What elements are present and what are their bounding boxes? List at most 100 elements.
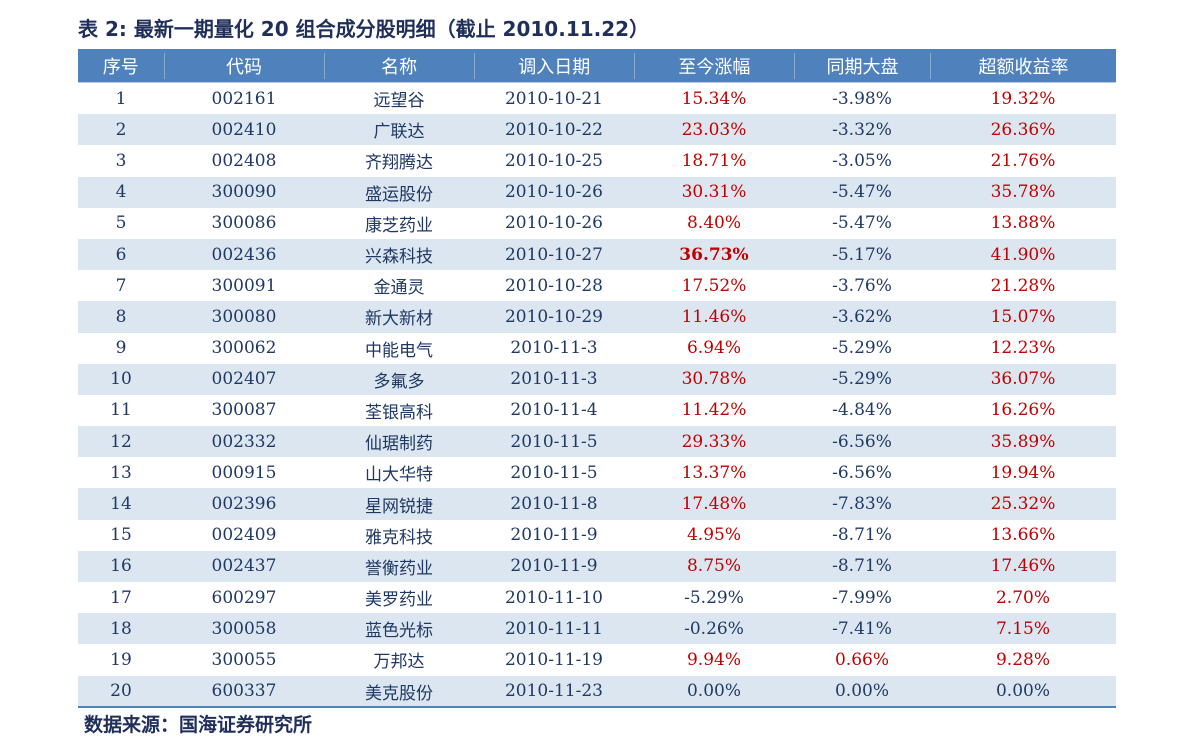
cell-code: 300086	[211, 213, 277, 234]
table-row: 16 002437 誉衡药业 2010-11-9 8.75% -8.71% 17.46%	[78, 550, 1116, 582]
cell-name: 广联达	[373, 122, 425, 143]
cell-date: 2010-10-21	[504, 88, 603, 109]
cell-market: -3.98%	[832, 88, 892, 109]
cell-market: -3.32%	[832, 119, 892, 140]
cell-no: 15	[110, 525, 132, 546]
cell-date: 2010-11-3	[510, 338, 598, 359]
cell-gain: 17.52%	[681, 275, 747, 296]
cell-name: 万邦达	[373, 652, 425, 673]
cell-name: 雅克科技	[365, 527, 433, 548]
footer-rule	[78, 706, 1116, 708]
cell-no: 14	[110, 494, 132, 515]
table-row: 12 002332 仙琚制药 2010-11-5 29.33% -6.56% 35.89%	[78, 426, 1116, 458]
source-note: 数据来源：国海证券研究所	[84, 714, 313, 736]
cell-code: 300087	[211, 400, 277, 421]
cell-gain: 8.40%	[686, 213, 741, 234]
cell-gain: 4.95%	[686, 525, 741, 546]
cell-market: -6.56%	[832, 431, 892, 452]
cell-date: 2010-11-9	[510, 525, 598, 546]
cell-code: 300062	[211, 338, 277, 359]
cell-gain: -5.29%	[684, 587, 744, 608]
cell-market: -5.47%	[832, 213, 892, 234]
cell-market: 0.00%	[834, 681, 889, 702]
cell-no: 12	[110, 431, 132, 452]
cell-excess: 25.32%	[990, 494, 1056, 515]
cell-name: 金通灵	[373, 278, 425, 299]
cell-date: 2010-11-9	[510, 556, 598, 577]
cell-name: 康芝药业	[365, 215, 433, 236]
table-row: 13 000915 山大华特 2010-11-5 13.37% -6.56% 19.94%	[78, 457, 1116, 488]
cell-no: 11	[110, 400, 132, 421]
cell-date: 2010-10-29	[504, 306, 603, 327]
cell-code: 600337	[211, 681, 277, 702]
cell-market: -4.84%	[832, 400, 892, 421]
header-cell: 序号	[102, 56, 139, 78]
cell-gain: 13.37%	[681, 462, 747, 483]
cell-market: 0.66%	[834, 649, 889, 670]
cell-code: 002161	[211, 88, 277, 109]
cell-date: 2010-11-5	[510, 462, 598, 483]
cell-excess: 41.90%	[990, 244, 1056, 265]
cell-name: 美克股份	[365, 683, 433, 704]
cell-no: 7	[115, 275, 127, 296]
cell-gain: 36.73%	[679, 244, 749, 265]
cell-gain: 23.03%	[681, 119, 747, 140]
cell-gain: 6.94%	[686, 338, 741, 359]
cell-code: 002407	[211, 369, 277, 390]
table-row: 15 002409 雅克科技 2010-11-9 4.95% -8.71% 13.66%	[78, 520, 1116, 551]
cell-no: 18	[110, 618, 132, 639]
table-row: 17 600297 美罗药业 2010-11-10 -5.29% -7.99% 2.70%	[78, 582, 1116, 613]
cell-excess: 19.32%	[990, 88, 1056, 109]
cell-market: -8.71%	[832, 556, 892, 577]
cell-code: 002410	[211, 119, 277, 140]
cell-code: 002437	[211, 556, 277, 577]
cell-name: 齐翔腾达	[365, 153, 433, 174]
cell-code: 002332	[211, 431, 277, 452]
cell-excess: 15.07%	[990, 306, 1056, 327]
cell-excess: 35.78%	[990, 182, 1056, 203]
cell-no: 1	[115, 88, 127, 109]
cell-name: 中能电气	[365, 340, 433, 361]
cell-excess: 9.28%	[995, 649, 1050, 670]
cell-gain: 17.48%	[681, 494, 747, 515]
cell-code: 600297	[211, 587, 277, 608]
cell-no: 6	[115, 244, 127, 265]
cell-date: 2010-11-8	[510, 494, 598, 515]
cell-gain: 30.78%	[681, 369, 747, 390]
cell-market: -7.41%	[832, 618, 892, 639]
table-row: 19 300055 万邦达 2010-11-19 9.94% 0.66% 9.28%	[78, 644, 1116, 675]
table-row: 6 002436 兴森科技 2010-10-27 36.73% -5.17% 41.90%	[78, 238, 1116, 271]
cell-date: 2010-10-26	[504, 213, 603, 234]
cell-name: 荃银高科	[365, 402, 433, 423]
table-row: 18 300058 蓝色光标 2010-11-11 -0.26% -7.41% 7.15%	[78, 613, 1116, 645]
cell-gain: 9.94%	[686, 649, 741, 670]
cell-gain: 29.33%	[681, 431, 747, 452]
cell-excess: 12.23%	[990, 338, 1056, 359]
cell-name: 仙琚制药	[365, 434, 433, 455]
cell-no: 4	[115, 182, 127, 203]
cell-market: -7.99%	[832, 587, 892, 608]
cell-no: 17	[110, 587, 132, 608]
table-body: 1 002161 远望谷 2010-10-21 15.34% -3.98% 19.32% 2 0…	[78, 83, 1116, 707]
table-row: 10 002407 多氟多 2010-11-3 30.78% -5.29% 36.07%	[78, 363, 1116, 395]
cell-name: 蓝色光标	[365, 621, 433, 642]
cell-excess: 13.66%	[990, 525, 1056, 546]
cell-no: 5	[115, 213, 127, 234]
cell-excess: 35.89%	[990, 431, 1056, 452]
cell-gain: 15.34%	[681, 88, 747, 109]
cell-code: 002408	[211, 150, 277, 171]
header-cell: 调入日期	[473, 52, 634, 79]
cell-code: 300055	[211, 649, 277, 670]
cell-name: 新大新材	[365, 309, 433, 330]
table-row: 9 300062 中能电气 2010-11-3 6.94% -5.29% 12.23%	[78, 333, 1116, 364]
cell-no: 13	[110, 462, 132, 483]
cell-market: -3.05%	[832, 150, 892, 171]
cell-date: 2010-11-10	[504, 587, 603, 608]
cell-excess: 21.76%	[990, 150, 1056, 171]
cell-market: -8.71%	[832, 525, 892, 546]
table-row: 1 002161 远望谷 2010-10-21 15.34% -3.98% 19.32%	[78, 83, 1116, 114]
cell-date: 2010-11-4	[510, 400, 598, 421]
table-row: 14 002396 星网锐捷 2010-11-8 17.48% -7.83% 25.32%	[78, 488, 1116, 520]
cell-name: 盛运股份	[365, 184, 433, 205]
cell-name: 誉衡药业	[365, 558, 433, 579]
